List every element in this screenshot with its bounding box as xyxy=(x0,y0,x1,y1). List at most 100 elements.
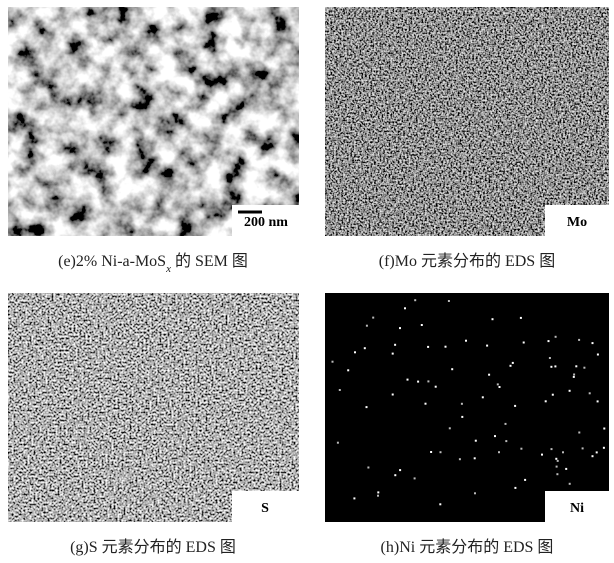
ni-dot xyxy=(353,497,355,499)
ni-dot xyxy=(497,383,499,385)
ni-dot xyxy=(482,396,484,398)
element-label: Mo xyxy=(567,215,587,230)
ni-dot xyxy=(366,406,368,408)
ni-dot xyxy=(465,340,467,342)
ni-dot xyxy=(448,300,450,302)
ni-dot xyxy=(332,361,334,363)
ni-dot xyxy=(474,492,476,494)
caption: (h)Ni 元素分布的 EDS 图 xyxy=(381,538,554,556)
s-map xyxy=(8,293,299,522)
page: 200 nm (e)2% Ni-a-MoSx 的 SEM 图 Mo (f)Mo … xyxy=(0,0,614,563)
ni-dot xyxy=(548,340,550,342)
ni-dot xyxy=(556,466,558,468)
ni-dot xyxy=(414,299,416,301)
ni-dot xyxy=(520,317,522,319)
ni-dot xyxy=(498,451,500,453)
ni-dot xyxy=(399,469,401,471)
ni-dot xyxy=(445,346,447,348)
ni-dot xyxy=(575,365,577,367)
ni-dot xyxy=(550,366,552,368)
ni-dot xyxy=(449,427,451,429)
ni-dot xyxy=(417,381,419,383)
ni-dot xyxy=(377,491,379,493)
ni-dot xyxy=(425,403,427,405)
ni-dot xyxy=(475,440,477,442)
sem-image xyxy=(8,7,299,236)
ni-dot xyxy=(578,339,580,341)
ni-dot xyxy=(461,416,463,418)
ni-dot xyxy=(514,405,516,407)
ni-dot xyxy=(427,346,429,348)
ni-dot xyxy=(399,327,401,329)
ni-dot xyxy=(603,428,605,430)
ni-dot xyxy=(367,467,369,469)
ni-dot xyxy=(524,479,526,481)
ni-dot xyxy=(461,403,463,405)
caption: (g)S 元素分布的 EDS 图 xyxy=(70,538,236,556)
ni-dot xyxy=(569,483,571,485)
ni-dot xyxy=(597,354,599,356)
ni-dot xyxy=(573,376,575,378)
caption-suffix: 的 SEM 图 xyxy=(171,252,248,270)
ni-dot xyxy=(582,447,584,449)
ni-dot xyxy=(392,353,394,355)
ni-dot xyxy=(514,487,516,489)
ni-dot xyxy=(407,379,409,381)
ni-dot xyxy=(545,400,547,402)
ni-dot xyxy=(578,432,580,434)
ni-dot xyxy=(592,342,594,344)
ni-dot xyxy=(555,336,557,338)
ni-dot xyxy=(366,325,368,327)
ni-dot xyxy=(592,455,594,457)
ni-dot xyxy=(474,457,476,459)
ni-dot xyxy=(589,392,591,394)
ni-dot xyxy=(597,400,599,402)
ni-dot xyxy=(555,458,557,460)
ni-dot xyxy=(451,368,453,370)
ni-map xyxy=(325,293,609,522)
ni-dot xyxy=(354,351,356,353)
ni-dot xyxy=(430,451,432,453)
ni-dot xyxy=(569,390,571,392)
ni-dot xyxy=(549,357,551,359)
ni-dot xyxy=(552,394,554,396)
ni-dot xyxy=(512,362,514,364)
ni-dot xyxy=(440,451,442,453)
ni-dot xyxy=(394,344,396,346)
ni-dot xyxy=(347,369,349,371)
figure: 200 nm (e)2% Ni-a-MoSx 的 SEM 图 Mo (f)Mo … xyxy=(0,0,614,563)
ni-dot xyxy=(486,345,488,347)
ni-dot xyxy=(404,307,406,309)
caption: (e)2% Ni-a-MoSx 的 SEM 图 xyxy=(58,252,248,275)
ni-dot xyxy=(364,347,366,349)
ni-dot xyxy=(392,394,394,396)
ni-dot xyxy=(573,374,575,376)
caption-text: (e)2% Ni-a-MoS xyxy=(58,253,166,270)
element-label: Ni xyxy=(570,501,584,516)
ni-dot xyxy=(427,380,429,382)
ni-dot xyxy=(372,317,374,319)
ni-dot xyxy=(520,448,522,450)
ni-dot xyxy=(551,448,553,450)
ni-dot xyxy=(499,386,501,388)
ni-dot xyxy=(565,468,567,470)
ni-dot xyxy=(377,495,379,497)
ni-dot xyxy=(505,423,507,425)
ni-dot xyxy=(421,324,423,326)
ni-dot xyxy=(596,451,598,453)
ni-dot xyxy=(394,474,396,476)
ni-dot xyxy=(554,365,556,367)
scale-label: 200 nm xyxy=(244,215,288,230)
ni-dot xyxy=(435,386,437,388)
ni-dot xyxy=(339,389,341,391)
ni-dot xyxy=(603,447,605,449)
ni-dot xyxy=(562,451,564,453)
ni-dot xyxy=(523,342,525,344)
mo-map xyxy=(325,7,609,236)
ni-dot xyxy=(492,318,494,320)
ni-dot xyxy=(488,374,490,376)
ni-dot xyxy=(459,458,461,460)
ni-dot xyxy=(557,460,559,462)
ni-dot xyxy=(414,477,416,479)
ni-dot xyxy=(556,473,558,475)
